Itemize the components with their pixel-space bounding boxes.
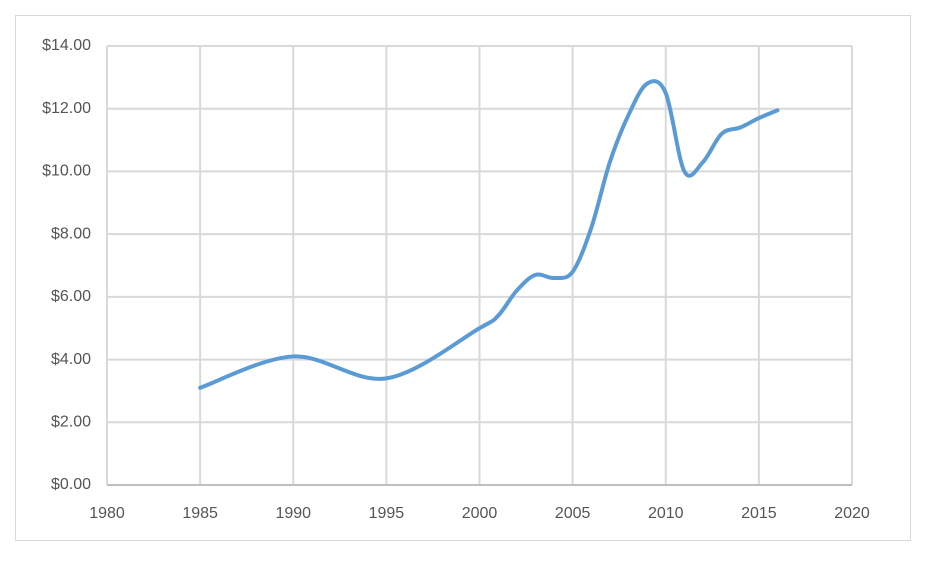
- x-tick-label: 1985: [182, 505, 218, 522]
- x-tick-label: 1995: [369, 505, 405, 522]
- x-tick-label: 2000: [462, 505, 498, 522]
- data-line: [198, 79, 780, 390]
- y-tick-label: $0.00: [51, 476, 91, 493]
- y-tick-label: $14.00: [42, 37, 91, 54]
- x-tick-label: 1990: [275, 505, 311, 522]
- y-tick-label: $12.00: [42, 100, 91, 117]
- chart-frame: [15, 15, 911, 541]
- x-tick-label: 2005: [555, 505, 591, 522]
- x-tick-label: 1980: [89, 505, 125, 522]
- y-tick-label: $2.00: [51, 414, 91, 431]
- x-tick-label: 2015: [741, 505, 777, 522]
- x-tick-label: 2020: [834, 505, 870, 522]
- y-tick-label: $6.00: [51, 288, 91, 305]
- x-tick-label: 2010: [648, 505, 684, 522]
- y-tick-label: $8.00: [51, 225, 91, 242]
- y-tick-label: $10.00: [42, 163, 91, 180]
- y-tick-label: $4.00: [51, 351, 91, 368]
